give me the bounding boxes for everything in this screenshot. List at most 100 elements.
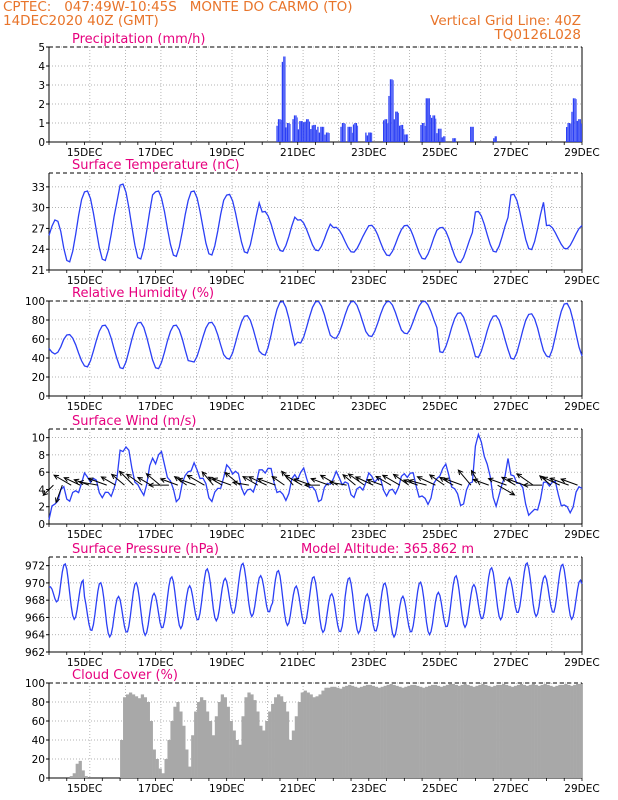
precip-bar [444,136,446,142]
precip-bar [439,128,441,142]
wind-arrow-head [381,474,388,480]
precip-bar [307,119,309,142]
cloud-bar [362,685,367,778]
wind-arrow-head [328,480,335,486]
cloud-bar [208,721,213,778]
cloud-bar [297,702,301,778]
precip-bar [396,111,398,142]
wind-arrow-head [224,471,231,478]
wind-arrow [137,477,152,486]
wind-arrow [55,484,63,503]
cloud-bar [348,684,352,778]
wind-arrow-head [538,475,545,481]
cloud-bar [265,721,269,778]
wind-arrow-head [319,474,326,480]
cloud-bar [176,702,180,778]
precip-bar [437,128,440,142]
cloud-bar [531,683,535,778]
precip-title: Precipitation (mm/h) [72,32,205,47]
cloud-bar [457,685,461,778]
x-tick-label: 21DEC [280,529,315,541]
wind-arrow-head [509,490,516,496]
wind-arrow [126,473,143,486]
cloud-bar [155,759,159,778]
wind-arrow [393,474,410,486]
cloud-bar [416,685,420,778]
cloud-bar [214,716,219,778]
cloud-bar [158,768,162,778]
cloud-bar [356,687,361,778]
precip-bar [369,132,371,142]
cloud-bar [478,684,482,778]
precip-bar [311,125,313,142]
cloud-bar [407,685,411,778]
cloud-bar [502,683,506,778]
y-tick-label: 100 [25,678,45,690]
precip-bar [578,119,580,142]
cloud-bar [238,744,242,778]
wind-arrow [471,470,481,486]
wind-arrow-head [53,474,60,480]
y-tick-label: 21 [32,265,45,277]
cloud-bar [499,684,503,778]
cloud-bar [413,684,417,778]
cloud-bar [543,683,547,778]
cloud-bar [318,694,322,778]
cloud-bar [72,773,76,778]
wind-arrow [507,478,525,486]
x-tick-label: 25DEC [422,529,457,541]
cloud-bar [226,706,230,778]
precip-bar [383,120,385,142]
wind-arrow-head [549,477,556,483]
wind-arrow-head [457,469,464,476]
cloud-bar [507,685,512,778]
y-tick-label: 80 [32,697,45,709]
wind-arrow [177,478,196,486]
cloud-bar [365,684,370,778]
precip-bar [430,114,431,142]
cloud-bar [377,687,381,778]
precip-bar [581,123,582,142]
precip-bar [350,126,352,142]
cloud-bar [351,685,355,778]
precip-bar [435,118,437,142]
precip-bar [351,132,353,142]
wind-arrow [53,474,72,486]
x-tick-label: 19DEC [209,401,244,413]
wind-arrow-head [247,476,254,482]
precip-bar [428,98,430,142]
wind-arrow [63,477,81,486]
cloud-bar [279,696,284,778]
x-tick-label: 21DEC [280,657,315,669]
precip-bar [280,119,282,142]
cloud-bar [345,685,349,778]
x-tick-label: 17DEC [138,529,173,541]
x-tick-label: 21DEC [280,401,315,413]
precip-bar [302,121,303,142]
wind-arrow [417,476,436,486]
precip-bar [293,115,296,142]
wind-arrow-head [303,482,310,488]
y-tick-label: 2 [38,99,45,111]
wind-arrow-head [407,478,414,485]
precip-bar [496,136,497,142]
precip-bar [403,129,405,142]
wind-arrow [444,478,463,486]
precip-bar [443,136,445,142]
precip-bar [325,132,328,142]
wind-arrow [201,471,214,486]
y-tick-label: 1 [38,118,45,130]
y-tick-label: 40 [32,353,45,365]
wind-arrow [457,469,472,486]
cloud-bar [182,725,186,778]
wind-arrow [271,476,285,486]
precip-bar [389,79,392,142]
cloud-bar [149,721,153,778]
cloud-bar [294,716,299,778]
wind-arrow [119,470,134,486]
precip-bar [348,126,351,142]
precip-bar [493,138,495,142]
precip-bar [384,119,386,142]
precip-bar [295,115,297,142]
